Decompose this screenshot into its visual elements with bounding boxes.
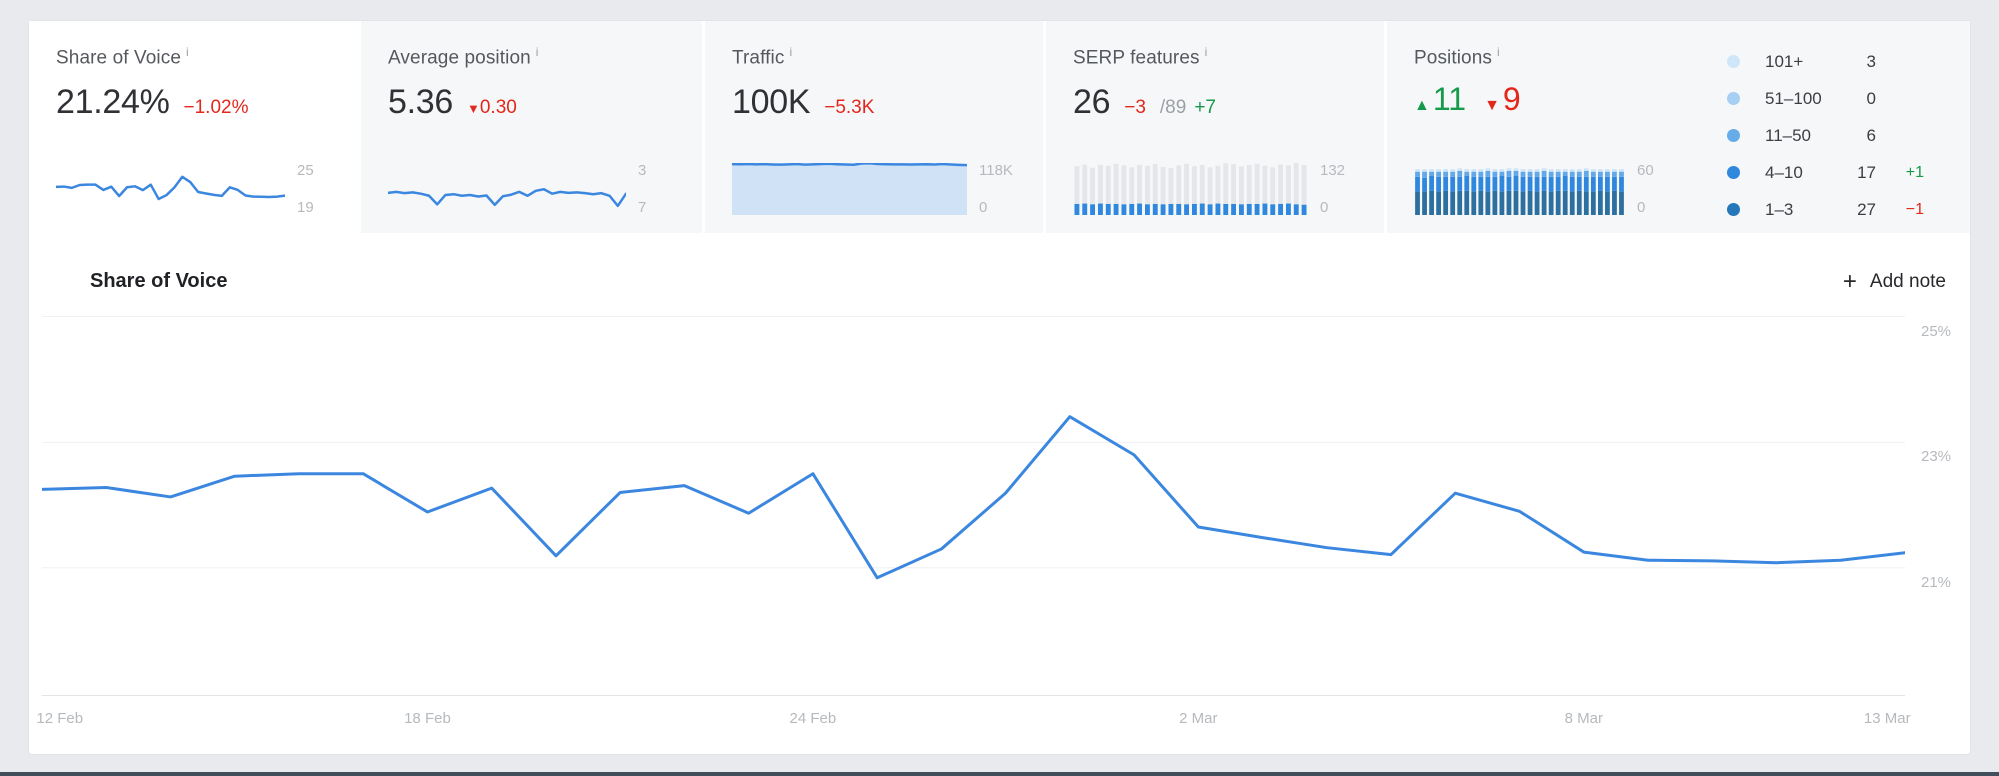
x-axis: 12 Feb 18 Feb 24 Feb 2 Mar 8 Mar 13 Mar — [36, 696, 1910, 756]
legend-dot-icon — [1727, 166, 1740, 179]
legend-dot-icon — [1727, 92, 1740, 105]
share-of-voice-change: −1.02% — [183, 97, 249, 119]
x-axis-label: 18 Feb — [404, 710, 451, 727]
legend-item-101plus[interactable]: 101+ 3 — [1727, 43, 1924, 80]
tab-share-of-voice-title: Share of Voice i — [56, 45, 189, 69]
tab-traffic-title: Traffic i — [732, 45, 793, 69]
y-axis-label: 25% — [1921, 323, 1952, 340]
legend-dot-icon — [1727, 129, 1740, 142]
x-axis-label: 13 Mar — [1863, 710, 1911, 727]
average-position-value: 5.36 — [388, 83, 453, 122]
sparkline-axis-labels: 118K 0 — [979, 162, 1013, 216]
x-axis-label: 2 Mar — [1179, 710, 1218, 727]
legend-dot-icon — [1727, 55, 1740, 68]
sparkline-axis-labels: 132 0 — [1320, 162, 1346, 216]
tab-serp-features[interactable]: SERP features i 26 −3 /89 +7 132 0 — [1043, 21, 1384, 233]
traffic-change: −5.3K — [824, 97, 875, 119]
tab-share-of-voice[interactable]: Share of Voice i 21.24% −1.02% 25 19 — [29, 21, 361, 233]
tab-positions[interactable]: Positions i ▲11 ▼9 60 0 101+ 3 — [1384, 21, 1970, 233]
serp-features-change: −3 — [1124, 97, 1146, 119]
share-of-voice-sparkline — [56, 163, 285, 215]
info-icon: i — [1497, 45, 1500, 59]
serp-features-bars — [1073, 163, 1308, 215]
legend-item-4-10[interactable]: 4–10 17 +1 — [1727, 154, 1924, 191]
legend-count: 17 — [1857, 162, 1876, 182]
share-of-voice-value: 21.24% — [56, 83, 170, 122]
tab-average-position-title: Average position i — [388, 45, 539, 69]
legend-count: 27 — [1857, 199, 1876, 219]
y-axis-label: 23% — [1921, 448, 1952, 466]
triangle-down-icon: ▼ — [1484, 97, 1500, 115]
page-title: Share of Voice — [90, 270, 228, 292]
window-bottom-edge — [0, 772, 1999, 776]
share-of-voice-plot[interactable]: 25% 23% 21% — [42, 316, 1951, 696]
legend-item-1-3[interactable]: 1–3 27 −1 — [1727, 191, 1924, 228]
triangle-down-icon: ▼ — [466, 101, 480, 117]
legend-item-11-50[interactable]: 11–50 6 — [1727, 117, 1924, 154]
serp-features-value: 26 — [1073, 83, 1111, 122]
serp-features-total-change: +7 — [1194, 97, 1216, 119]
tab-traffic[interactable]: Traffic i 100K −5.3K 118K 0 — [702, 21, 1043, 233]
metric-tabs: Share of Voice i 21.24% −1.02% 25 19 Avera… — [29, 21, 1970, 233]
positions-down-value: ▼9 — [1484, 81, 1521, 118]
triangle-up-icon: ▲ — [1414, 97, 1430, 115]
info-icon: i — [789, 45, 793, 59]
info-icon: i — [1204, 45, 1208, 59]
legend-item-51-100[interactable]: 51–100 0 — [1727, 80, 1924, 117]
info-icon: i — [535, 45, 539, 59]
serp-features-total: /89 — [1159, 97, 1187, 119]
legend-count: 0 — [1866, 88, 1876, 108]
positions-stacked-bars — [1414, 163, 1625, 215]
x-axis-label: 12 Feb — [36, 710, 84, 727]
legend-count: 6 — [1866, 125, 1876, 145]
average-position-change: ▼0.30 — [466, 97, 517, 119]
plus-icon: + — [1842, 267, 1857, 295]
positions-up-value: ▲11 — [1414, 81, 1467, 118]
rank-tracker-overview-panel: Share of Voice i 21.24% −1.02% 25 19 Avera… — [28, 20, 1971, 755]
tab-positions-title: Positions i — [1414, 45, 1500, 69]
positions-legend: 101+ 3 51–100 0 11–50 6 — [1687, 21, 1970, 233]
traffic-sparkline — [732, 163, 967, 215]
traffic-value: 100K — [732, 83, 811, 122]
sparkline-axis-labels: 60 0 — [1637, 162, 1654, 216]
legend-change: +1 — [1905, 163, 1924, 181]
add-note-button[interactable]: + Add note — [1842, 267, 1946, 295]
legend-change: −1 — [1905, 200, 1924, 218]
chart-section-header: Share of Voice + Add note — [29, 233, 1970, 316]
tab-serp-features-title: SERP features i — [1073, 45, 1208, 69]
average-position-sparkline — [388, 163, 626, 215]
sparkline-axis-labels: 25 19 — [297, 162, 314, 216]
info-icon: i — [185, 45, 189, 59]
x-axis-label: 24 Feb — [789, 710, 837, 727]
y-axis-label: 21% — [1921, 573, 1952, 591]
legend-dot-icon — [1727, 203, 1740, 216]
legend-count: 3 — [1866, 51, 1876, 71]
x-axis-label: 8 Mar — [1564, 710, 1603, 727]
